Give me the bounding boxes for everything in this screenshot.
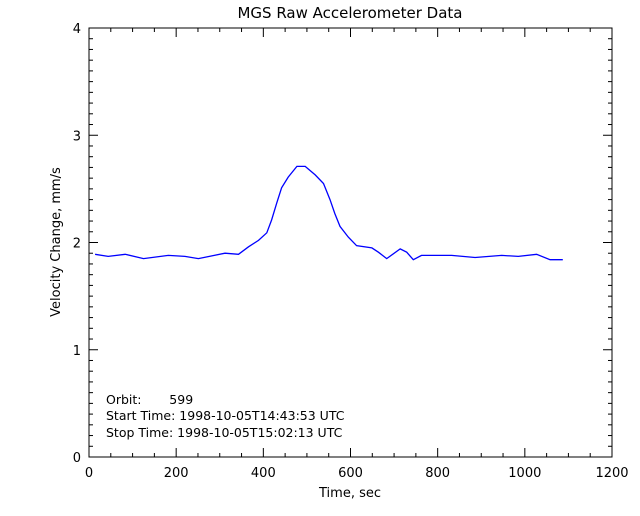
y-tick-label: 3 xyxy=(73,129,81,144)
y-tick-label: 0 xyxy=(73,451,81,466)
y-tick-label: 2 xyxy=(73,237,81,252)
x-tick-label: 400 xyxy=(251,466,276,481)
x-tick-label: 200 xyxy=(164,466,189,481)
x-tick-label: 1200 xyxy=(595,466,628,481)
y-tick-label: 4 xyxy=(73,22,81,37)
x-tick-label: 1000 xyxy=(508,466,541,481)
chart-title: MGS Raw Accelerometer Data xyxy=(237,4,462,22)
series-line xyxy=(94,165,563,261)
y-axis-label: Velocity Change, mm/s xyxy=(49,167,64,317)
annotation-orbit: Orbit: 599 xyxy=(106,392,193,407)
annotation-stop-time: Stop Time: 1998-10-05T15:02:13 UTC xyxy=(106,425,343,440)
y-tick-label: 1 xyxy=(73,344,81,359)
x-axis-label: Time, sec xyxy=(318,486,381,501)
annotation-start-time: Start Time: 1998-10-05T14:43:53 UTC xyxy=(106,408,345,423)
x-tick-label: 0 xyxy=(85,466,93,481)
x-tick-label: 600 xyxy=(338,466,363,481)
x-tick-label: 800 xyxy=(425,466,450,481)
